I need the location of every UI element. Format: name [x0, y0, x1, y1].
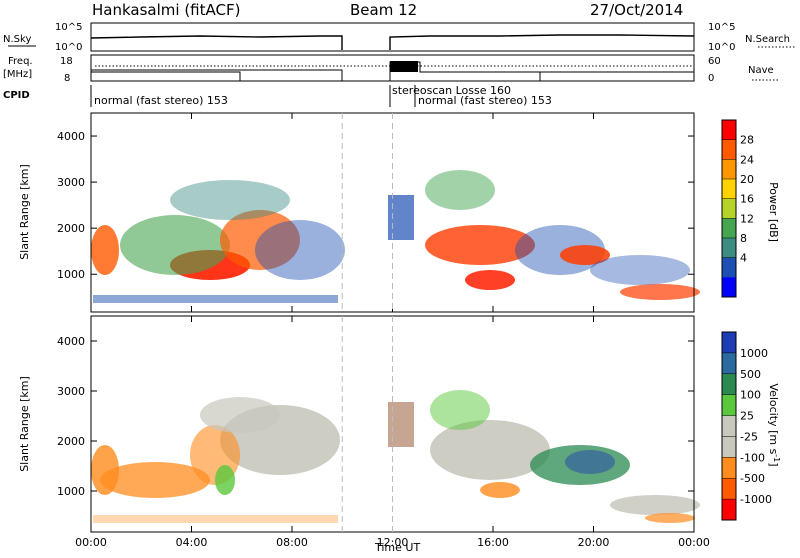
power-colorbar-tick-label: 28: [740, 134, 754, 147]
velocity-colorbar-segment: [722, 436, 736, 458]
velocity-yticks: 1000 2000 3000 4000: [57, 335, 694, 498]
power-ytick-label: 2000: [57, 222, 85, 235]
x-axis-label: Time UT: [374, 541, 420, 554]
power-colorbar-tick-label: 20: [740, 173, 754, 186]
freq-trace: [91, 61, 694, 81]
power-colorbar-segment: [722, 257, 736, 278]
stereoscan-block: [390, 61, 418, 72]
cpid-panel: CPID normal (fast stereo) 153 stereoscan…: [3, 84, 552, 107]
velocity-colorbar-segment: [722, 499, 736, 521]
velocity-ytick-label: 3000: [57, 385, 85, 398]
velocity-gaps: [341, 316, 393, 532]
nsearch-label: N.Search: [745, 34, 790, 45]
nsky-trace: [90, 34, 695, 50]
nave-label: Nave: [748, 65, 774, 76]
power-gaps: [341, 113, 393, 312]
nsky-tick-top: 10^5: [55, 22, 82, 33]
date-title: 27/Oct/2014: [590, 1, 683, 19]
power-colorbar-segment: [722, 198, 736, 219]
velocity-ylabel: Slant Range [km]: [18, 376, 31, 472]
power-yticks: 1000 2000 3000 4000: [57, 130, 694, 281]
cpid-mode-1: normal (fast stereo) 153: [94, 94, 228, 107]
velocity-colorbar-segment: [722, 478, 736, 500]
velocity-colorbar-label: Velocity [m s-1]: [767, 383, 781, 466]
velocity-colorbar: 1000 500 100 25 -25 -100 -500 -1000: [721, 331, 772, 521]
xtick-label: 08:00: [276, 536, 308, 549]
velocity-colorbar-label-sup: -1: [772, 454, 781, 462]
power-colorbar-segment: [722, 179, 736, 200]
velocity-colorbar-segment: [722, 332, 736, 354]
xtick-label: 00:00: [678, 536, 710, 549]
power-colorbar-segment: [722, 238, 736, 259]
velocity-heatmap: [91, 390, 700, 523]
power-colorbar-tick-label: 12: [740, 212, 754, 225]
power-ytick-label: 1000: [57, 268, 85, 281]
velocity-xticks: 00:00 04:00 08:00 12:00 16:00 20:00 00:00: [75, 316, 710, 549]
velocity-colorbar-tick-label: -1000: [740, 493, 772, 506]
xtick-label: 12:00: [377, 536, 409, 549]
velocity-ytick-label: 1000: [57, 485, 85, 498]
power-ytick-label: 3000: [57, 176, 85, 189]
nave-tick-bottom: 0: [708, 73, 714, 84]
velocity-ytick-label: 4000: [57, 335, 85, 348]
power-heatmap: [91, 170, 700, 303]
velocity-colorbar-tick-label: 100: [740, 389, 761, 402]
nsky-panel: N.Sky 10^5 10^0 10^5 10^0 N.Search: [3, 22, 795, 53]
velocity-colorbar-tick-label: 1000: [740, 347, 768, 360]
xtick-label: 04:00: [176, 536, 208, 549]
velocity-colorbar-tick-label: 25: [740, 410, 754, 423]
power-colorbar-segment: [722, 277, 736, 298]
velocity-colorbar-segment: [722, 373, 736, 396]
nsky-tick-bottom: 10^0: [55, 42, 82, 53]
velocity-colorbar-frame: [721, 331, 737, 521]
cpid-mode-2: stereoscan Losse 160: [392, 84, 511, 97]
power-ytick-label: 4000: [57, 130, 85, 143]
cpid-label: CPID: [3, 90, 30, 101]
cpid-mode-3: normal (fast stereo) 153: [418, 94, 552, 107]
velocity-colorbar-segment: [722, 352, 736, 375]
velocity-colorbar-label-end: ]: [767, 462, 780, 466]
power-colorbar: 28 24 20 16 12 8 4: [721, 119, 754, 298]
power-colorbar-segment: [722, 218, 736, 239]
power-panel: Slant Range [km] 1000 2000 3000 4000 28 24 20…: [18, 112, 780, 313]
xtick-label: 00:00: [75, 536, 107, 549]
power-colorbar-segment: [722, 139, 736, 160]
power-colorbar-segment: [722, 120, 736, 141]
beam-title: Beam 12: [350, 1, 417, 19]
velocity-colorbar-tick-label: -500: [740, 472, 765, 485]
power-colorbar-frame: [721, 119, 737, 298]
xtick-label: 20:00: [578, 536, 610, 549]
power-colorbar-tick-label: 16: [740, 193, 754, 206]
nsky-label: N.Sky: [3, 34, 31, 45]
velocity-colorbar-segment: [722, 394, 736, 417]
power-xticks: [90, 113, 695, 312]
station-title: Hankasalmi (fitACF): [92, 1, 240, 19]
velocity-colorbar-segment: [722, 457, 736, 479]
nsearch-tick-bottom: 10^0: [708, 42, 735, 53]
power-ylabel: Slant Range [km]: [18, 164, 31, 260]
nave-tick-top: 60: [708, 56, 721, 67]
velocity-colorbar-tick-label: -25: [740, 430, 758, 443]
freq-tick-bottom: 8: [64, 73, 70, 84]
xtick-label: 16:00: [477, 536, 509, 549]
freq-label-1: Freq.: [8, 56, 33, 67]
freq-panel: Freq. [MHz] 18 8 60 0 Nave: [3, 54, 780, 84]
power-colorbar-tick-label: 4: [740, 252, 747, 265]
velocity-colorbar-tick-label: -100: [740, 451, 765, 464]
velocity-ytick-label: 2000: [57, 435, 85, 448]
freq-tick-top: 18: [60, 56, 73, 67]
power-colorbar-tick-label: 24: [740, 153, 754, 166]
velocity-colorbar-segment: [722, 415, 736, 437]
power-colorbar-label: Power [dB]: [767, 182, 780, 242]
power-colorbar-tick-label: 8: [740, 232, 747, 245]
power-colorbar-segment: [722, 159, 736, 180]
freq-label-2: [MHz]: [3, 69, 32, 80]
nsearch-tick-top: 10^5: [708, 22, 735, 33]
velocity-colorbar-tick-label: 500: [740, 368, 761, 381]
velocity-colorbar-label-main: Velocity [m s: [767, 383, 780, 454]
